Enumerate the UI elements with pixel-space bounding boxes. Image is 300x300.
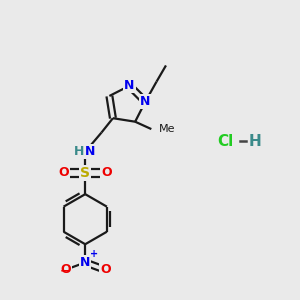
Text: −: −	[59, 264, 70, 277]
Text: Me: Me	[159, 124, 175, 134]
Text: H: H	[249, 134, 261, 149]
Text: H: H	[74, 145, 84, 158]
Text: O: O	[60, 263, 70, 276]
Text: +: +	[90, 249, 98, 259]
Text: N: N	[124, 79, 135, 92]
Text: O: O	[59, 167, 69, 179]
Text: O: O	[101, 167, 112, 179]
Text: Cl: Cl	[218, 134, 234, 149]
Text: S: S	[80, 166, 90, 180]
Text: N: N	[140, 95, 151, 108]
Text: O: O	[100, 263, 111, 276]
Text: N: N	[80, 256, 90, 269]
Text: N: N	[85, 145, 96, 158]
